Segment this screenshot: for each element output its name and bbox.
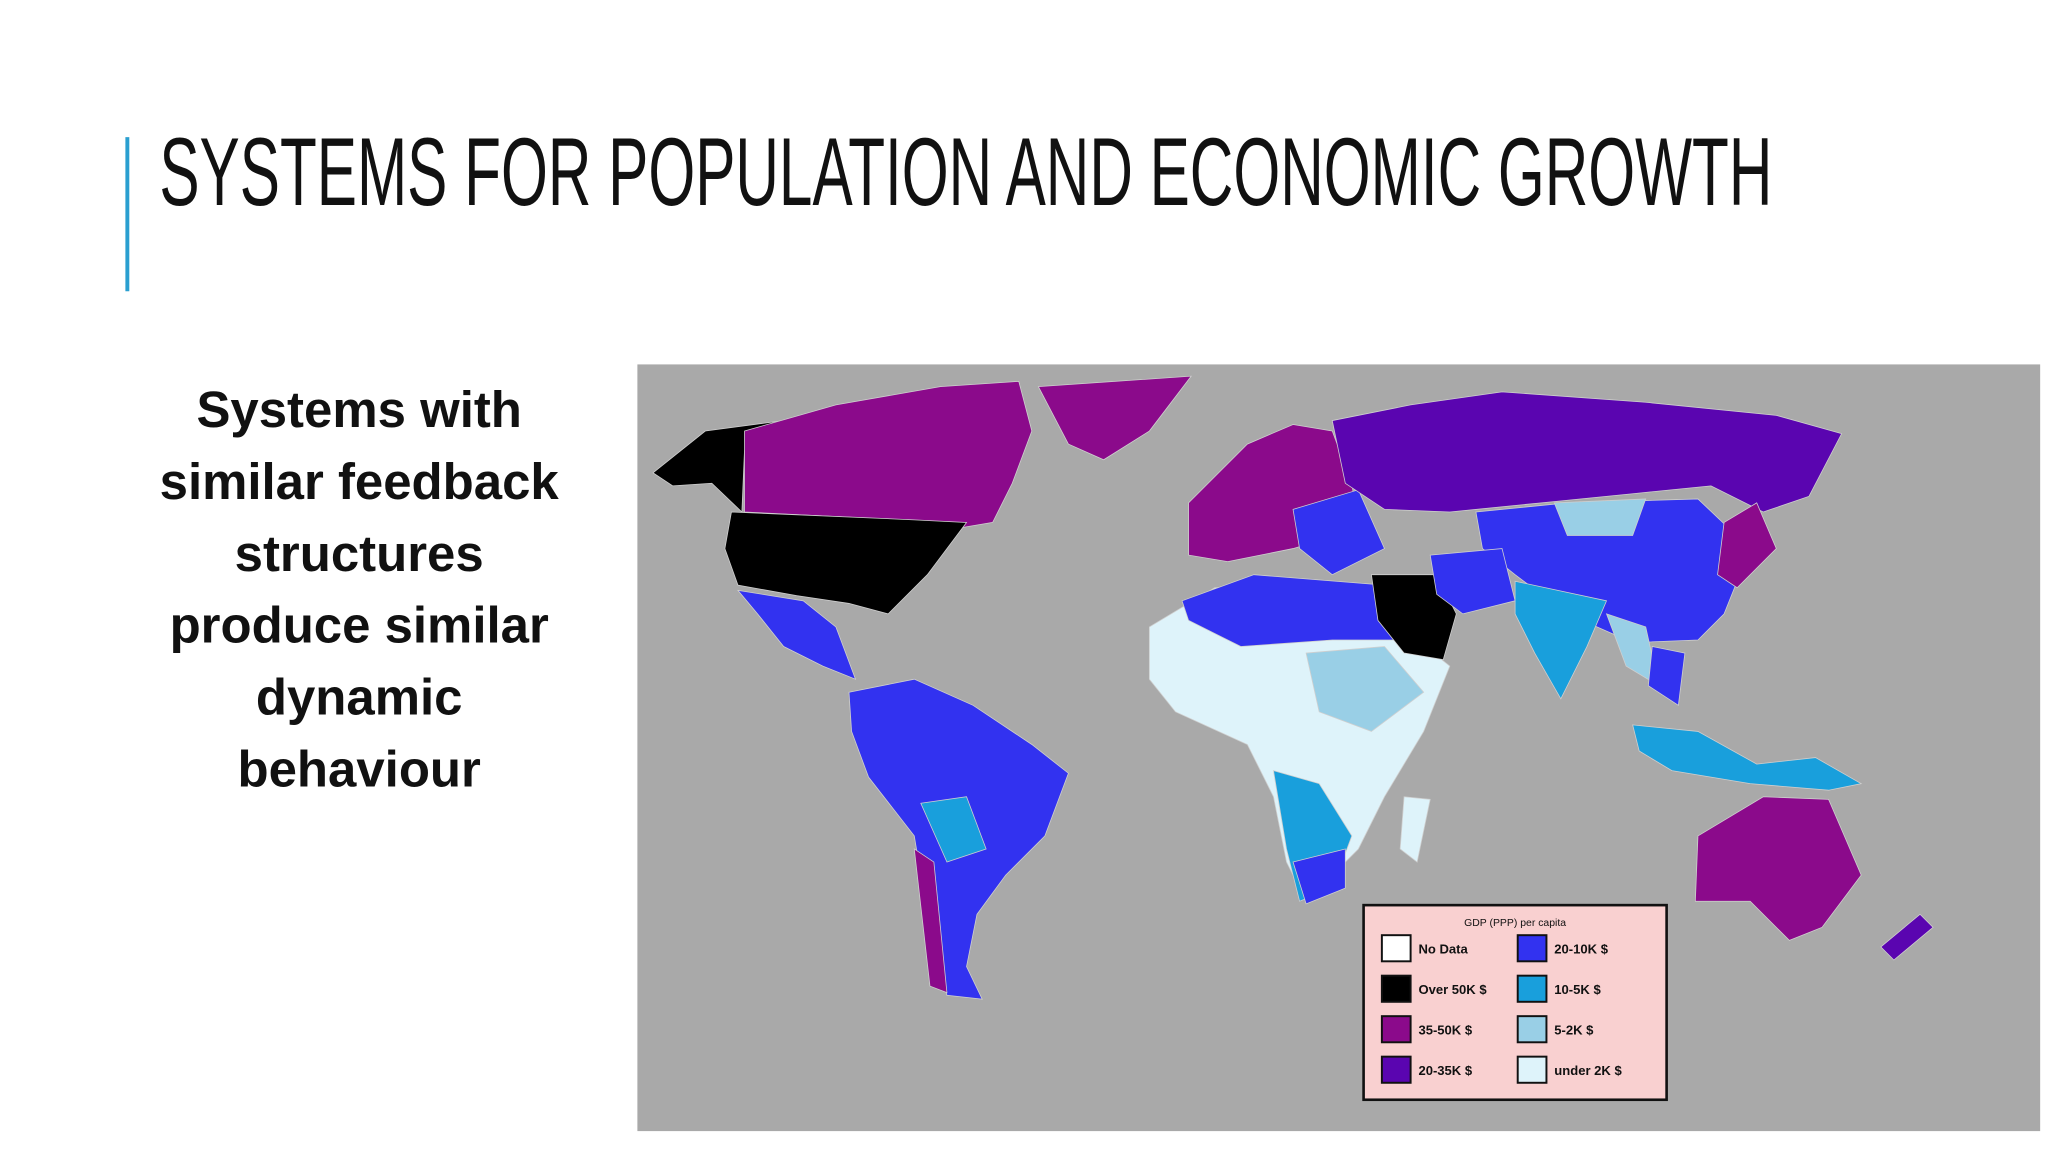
eastern-europe [1292,489,1385,576]
indonesia [1632,724,1863,791]
russia [1331,391,1843,513]
countries [652,375,1934,1000]
slide-content: SYSTEMS FOR POPULATION AND ECONOMIC GROW… [125,119,2041,1132]
new-zealand [1880,913,1934,961]
chile [913,848,948,994]
legend-label: 5-2K $ [1554,1022,1594,1037]
body-line: behaviour [238,740,482,797]
body-line: dynamic [256,668,463,725]
legend-swatch [1380,1015,1412,1044]
mongolia [1553,498,1647,536]
body-text: Systems with similar feedback structures pr… [160,381,560,797]
legend-label: Over 50K $ [1418,982,1487,997]
india [1514,580,1608,700]
greenland [1037,375,1193,461]
japan [1717,502,1777,589]
legend-label: 20-35K $ [1418,1063,1472,1078]
madagascar [1399,796,1431,863]
legend-swatch [1516,1055,1548,1084]
thailand [1647,646,1686,706]
legend-label: No Data [1418,941,1468,956]
body-line: structures [235,525,484,582]
legend-label: 20-10K $ [1554,941,1608,956]
body-line: produce similar [170,597,549,654]
australia [1694,796,1862,941]
world-map: GDP (PPP) per capita No Data Over 50K $ 35… [637,364,2041,1132]
legend-label: 10-5K $ [1554,982,1601,997]
north-africa [1181,574,1399,647]
usa [724,511,968,615]
body-line: similar feedback [160,453,560,510]
east-africa [1305,646,1425,732]
legend-swatch [1516,934,1548,963]
bolivia [920,796,987,863]
iran [1429,548,1516,615]
south-africa [1292,848,1346,905]
legend-label: 35-50K $ [1418,1022,1472,1037]
legend-swatch [1380,974,1412,1003]
legend-swatch [1516,1015,1548,1044]
legend-box [1362,903,1668,1102]
legend-swatch [1380,1055,1412,1084]
legend-label: under 2K $ [1554,1063,1622,1078]
slide-title: SYSTEMS FOR POPULATION AND ECONOMIC GROW… [159,119,1772,226]
mexico [736,589,857,680]
map-legend: GDP (PPP) per capita No Data Over 50K $ 35… [1362,903,1668,1102]
legend-swatch [1380,934,1412,963]
accent-bar [125,137,130,292]
legend-swatch [1516,974,1548,1003]
body-line: Systems with [196,381,521,438]
legend-title: GDP (PPP) per capita [1464,918,1566,929]
